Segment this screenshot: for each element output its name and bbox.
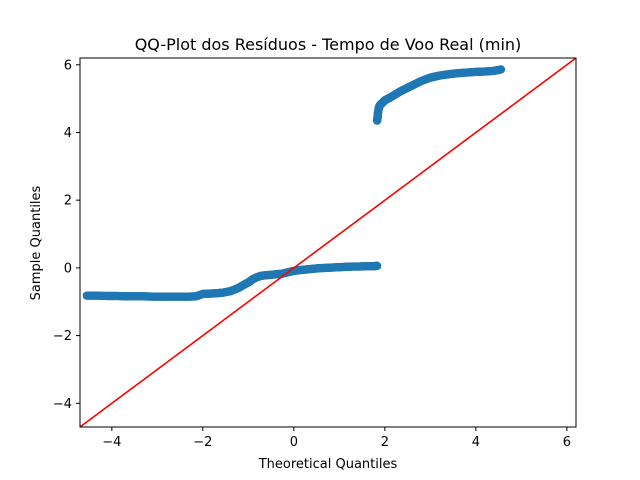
qq-point: [335, 263, 344, 272]
qq-point: [389, 91, 399, 100]
x-tick-label: −2: [193, 435, 212, 450]
qq-point: [348, 262, 358, 271]
data-marks: [82, 65, 506, 301]
y-tick-label: −2: [53, 329, 72, 344]
qq-point: [307, 264, 317, 274]
qq-point: [342, 262, 351, 272]
qq-point: [103, 291, 112, 301]
x-axis-label: Theoretical Quantiles: [258, 457, 398, 472]
qq-point: [219, 288, 228, 297]
qq-point: [403, 83, 412, 92]
x-tick-label: 4: [472, 435, 480, 450]
qq-point: [444, 70, 453, 79]
y-axis-label: Sample Quantiles: [29, 185, 44, 300]
qq-point: [496, 65, 506, 74]
y-tick-label: 0: [64, 261, 72, 276]
x-tick-label: 2: [381, 435, 389, 450]
qq-point: [328, 263, 337, 272]
chart-title: QQ-Plot dos Resíduos - Tempo de Voo Real…: [135, 35, 522, 54]
qq-point: [212, 289, 221, 298]
qq-point: [471, 67, 481, 77]
qq-point: [426, 73, 435, 82]
qq-point: [462, 68, 471, 77]
qq-point: [372, 261, 382, 271]
qq-point: [362, 262, 371, 271]
reference-line-layer: [80, 58, 576, 427]
y-tick-label: −4: [53, 397, 72, 412]
x-tick-label: 0: [290, 435, 298, 450]
qq-point: [148, 292, 158, 301]
qq-point: [191, 292, 201, 301]
qq-point: [112, 291, 121, 301]
qq-point: [321, 263, 330, 273]
qq-point: [410, 80, 419, 89]
x-tick-label: −4: [102, 435, 121, 450]
qq-point: [294, 266, 303, 275]
qq-point: [185, 292, 194, 301]
qq-point: [435, 71, 444, 80]
y-tick-label: 2: [64, 194, 72, 209]
y-tick-label: 6: [64, 58, 72, 73]
qq-point: [480, 67, 490, 76]
qq-point: [257, 271, 267, 280]
qq-point: [139, 292, 148, 301]
axes-frame: [79, 57, 577, 428]
qq-point: [157, 292, 167, 301]
qq-point: [314, 264, 324, 273]
qq-point: [355, 262, 365, 271]
qq-point: [175, 292, 185, 301]
qq-point: [91, 291, 101, 300]
qq-point: [166, 292, 176, 301]
plot-area: [79, 57, 577, 428]
qq-point: [205, 289, 214, 298]
qq-point: [396, 86, 406, 96]
x-axis-ticks: −4 −2 0 2 4 6: [102, 427, 571, 450]
qq-point: [264, 270, 274, 280]
qq-point: [130, 292, 139, 301]
qq-point: [198, 289, 208, 299]
qq-point: [121, 292, 130, 301]
qq-point: [489, 66, 499, 76]
qq-point: [82, 291, 92, 300]
qq-point: [301, 265, 310, 274]
y-axis-ticks: −4 −2 0 2 4 6: [53, 58, 80, 412]
qq-point: [271, 270, 280, 279]
x-tick-label: 6: [563, 435, 571, 450]
reference-line: [80, 58, 576, 427]
qq-point: [417, 76, 426, 86]
y-tick-label: 4: [64, 126, 72, 141]
qq-point: [453, 69, 462, 78]
